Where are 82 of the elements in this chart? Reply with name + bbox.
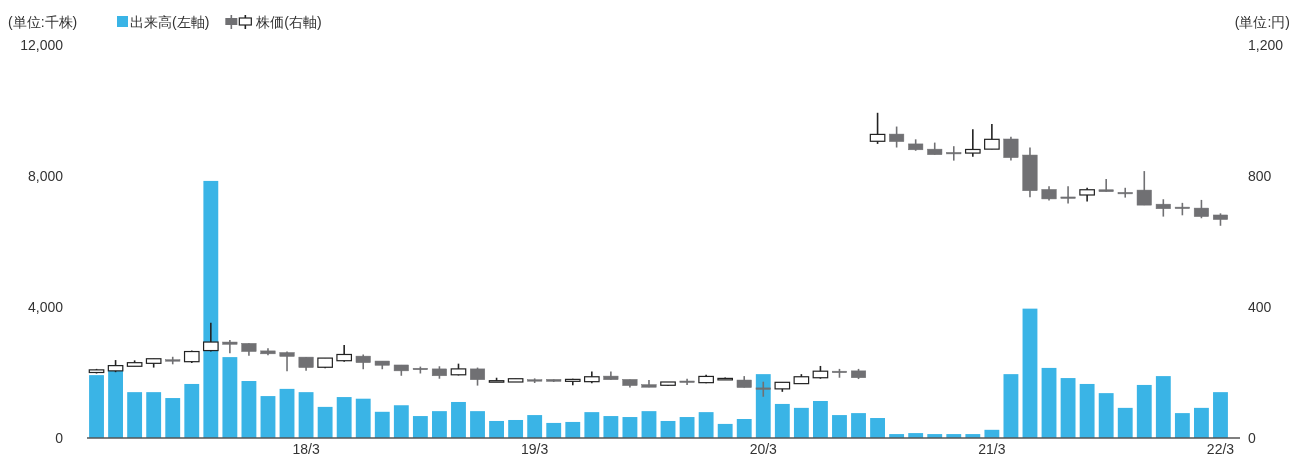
bar <box>603 416 619 438</box>
bar <box>298 392 314 438</box>
y2-axis-title: (単位:円) <box>1234 14 1290 30</box>
bar <box>1117 407 1133 438</box>
bar <box>127 392 143 438</box>
bar <box>1136 384 1152 438</box>
candlestick <box>1098 178 1114 193</box>
bar <box>279 388 295 438</box>
candlestick <box>964 128 981 158</box>
bar <box>1041 367 1057 438</box>
bar <box>870 418 886 438</box>
x-tick-label: 19/3 <box>521 441 549 455</box>
bar <box>1155 376 1171 438</box>
candlestick <box>1060 185 1076 205</box>
candlestick <box>889 125 905 149</box>
bar <box>1079 383 1095 438</box>
bar <box>203 180 219 438</box>
bar <box>489 420 505 438</box>
candlestick <box>984 123 1000 150</box>
y-tick-label: 12,000 <box>20 37 64 53</box>
bar <box>641 411 657 438</box>
bar <box>832 415 847 438</box>
y-tick-label: 0 <box>55 430 64 446</box>
bar <box>451 401 466 438</box>
candlestick <box>1136 170 1152 206</box>
y-tick-label: 8,000 <box>27 168 64 184</box>
candlestick <box>869 111 886 145</box>
bar <box>412 416 428 438</box>
bar <box>393 405 409 438</box>
legend-label: 株価(右軸) <box>255 14 322 30</box>
y-tick-label: 4,000 <box>27 299 64 315</box>
bar <box>755 374 771 438</box>
x-tick-label: 22/3 <box>1206 441 1235 455</box>
bar <box>222 357 238 438</box>
bar <box>260 396 276 438</box>
y-axis-title: (単位:千株) <box>8 14 78 30</box>
bar <box>851 413 866 438</box>
bar <box>774 403 790 438</box>
bar <box>184 383 200 438</box>
bar <box>317 406 333 438</box>
bar <box>165 398 181 438</box>
bar <box>1194 407 1209 438</box>
bar <box>1060 378 1076 438</box>
bar <box>1022 308 1038 438</box>
legend-株価(右軸): 株価(右軸) <box>225 14 322 30</box>
bar <box>813 400 828 438</box>
candlestick <box>1193 199 1209 220</box>
legend-出来高(左軸): 出来高(左軸) <box>117 14 210 30</box>
candlestick <box>946 145 962 162</box>
bar <box>1213 392 1228 438</box>
bar <box>508 419 524 438</box>
y2-tick-label: 800 <box>1248 168 1272 184</box>
bar <box>527 415 543 438</box>
bar <box>736 419 752 438</box>
bar <box>717 423 733 438</box>
bar <box>565 421 581 438</box>
bar <box>584 412 600 438</box>
y2-tick-label: 0 <box>1248 430 1256 446</box>
y2-tick-label: 400 <box>1248 299 1272 315</box>
bar <box>241 381 257 438</box>
x-tick-label: 20/3 <box>749 441 778 455</box>
x-tick-label: 21/3 <box>978 441 1006 455</box>
bar <box>793 407 809 438</box>
bar <box>470 411 485 438</box>
candlestick <box>202 321 219 353</box>
bar <box>355 398 371 438</box>
candlestick <box>1003 135 1019 162</box>
bar <box>1003 374 1019 438</box>
y2-tick-label: 1,200 <box>1248 37 1284 53</box>
candlestick <box>755 380 771 398</box>
bar <box>146 392 162 438</box>
bar <box>622 417 638 438</box>
bar <box>89 375 104 438</box>
bar <box>546 422 562 438</box>
bar <box>336 397 352 438</box>
bar <box>432 411 447 438</box>
bar <box>679 417 695 438</box>
bar <box>374 411 390 438</box>
bar <box>1174 413 1190 438</box>
bar <box>698 412 714 438</box>
x-tick-label: 18/3 <box>292 441 320 455</box>
bar <box>1098 393 1114 438</box>
